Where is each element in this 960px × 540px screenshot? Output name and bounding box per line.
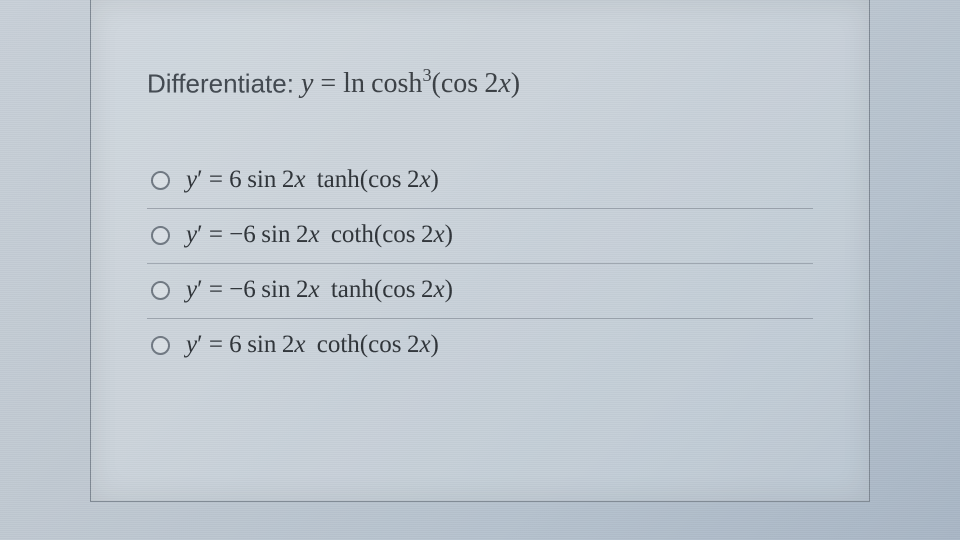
radio-icon[interactable] [151, 226, 170, 245]
option-b-expr: y′ = −6sin2xcoth(cos2x) [186, 221, 453, 249]
option-c-expr: y′ = −6sin2xtanh(cos2x) [186, 276, 453, 304]
prompt-label: Differentiate: [147, 68, 294, 98]
radio-icon[interactable] [151, 171, 170, 190]
question-prompt: Differentiate: y = lncosh3(cos2x) [147, 66, 813, 100]
option-a[interactable]: y′ = 6sin2xtanh(cos2x) [147, 154, 813, 209]
prompt-equation: y = lncosh3(cos2x) [301, 68, 520, 99]
radio-icon[interactable] [151, 336, 170, 355]
option-a-expr: y′ = 6sin2xtanh(cos2x) [186, 166, 439, 194]
option-d[interactable]: y′ = 6sin2xcoth(cos2x) [147, 319, 813, 373]
radio-icon[interactable] [151, 281, 170, 300]
option-d-expr: y′ = 6sin2xcoth(cos2x) [186, 331, 439, 359]
question-card: Differentiate: y = lncosh3(cos2x) y′ = 6… [90, 0, 870, 502]
options-list: y′ = 6sin2xtanh(cos2x) y′ = −6sin2xcoth(… [147, 154, 813, 373]
option-c[interactable]: y′ = −6sin2xtanh(cos2x) [147, 264, 813, 319]
option-b[interactable]: y′ = −6sin2xcoth(cos2x) [147, 209, 813, 264]
